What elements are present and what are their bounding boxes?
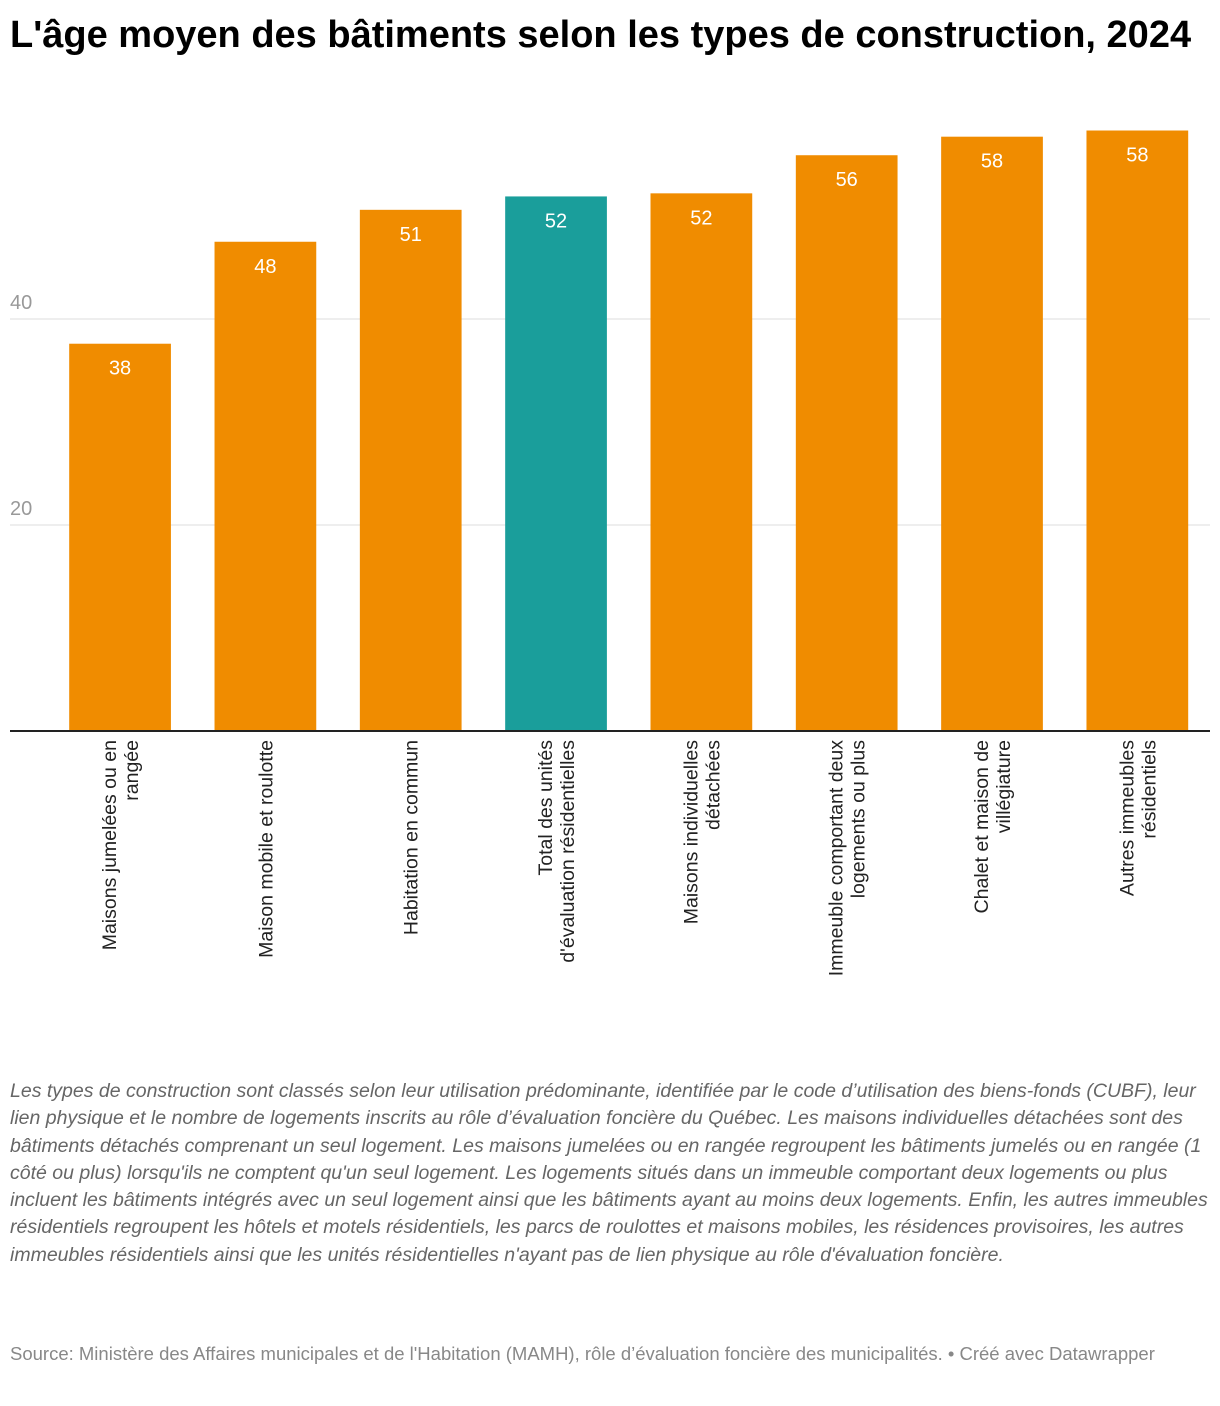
y-tick-label: 20 bbox=[10, 498, 32, 520]
chart: 20 40 38 Maisons jumelées ou enrangée 48 Mais… bbox=[10, 130, 1210, 977]
bar bbox=[359, 209, 462, 731]
x-tick-label: Autres immeublesrésidentiels bbox=[1116, 740, 1160, 896]
bar bbox=[795, 155, 898, 732]
y-tick-label: 40 bbox=[10, 292, 32, 314]
x-tick-label: Maisons jumelées ou enrangée bbox=[99, 740, 143, 950]
x-tick-label: Chalet et maison devillégiature bbox=[971, 740, 1015, 913]
x-tick-label: Immeuble comportant deuxlogements ou plu… bbox=[826, 740, 870, 977]
x-tick-label: Maisons individuellesdétachées bbox=[680, 740, 724, 925]
value-label: 58 bbox=[981, 151, 1003, 173]
notes: Les types de construction sont classés s… bbox=[10, 1080, 1208, 1266]
x-tick-label: Habitation en commun bbox=[401, 740, 423, 935]
bar bbox=[69, 343, 171, 731]
source: Source: Ministère des Affaires municipal… bbox=[10, 1343, 1155, 1364]
bar bbox=[214, 241, 317, 731]
value-label: 58 bbox=[1126, 145, 1148, 167]
value-label: 48 bbox=[254, 256, 276, 278]
bar bbox=[1086, 130, 1189, 731]
value-label: 38 bbox=[109, 358, 131, 380]
x-tick-label: Total des unitésd'évaluation résidentiel… bbox=[535, 740, 579, 963]
value-label: 56 bbox=[836, 169, 858, 191]
value-label: 51 bbox=[400, 224, 422, 246]
value-label: 52 bbox=[690, 207, 712, 229]
bar bbox=[650, 193, 753, 732]
value-label: 52 bbox=[545, 210, 567, 232]
chart-title: L'âge moyen des bâtiments selon les type… bbox=[10, 14, 1192, 56]
x-tick-label: Maison mobile et roulotte bbox=[255, 740, 277, 958]
bar bbox=[505, 196, 607, 731]
bar bbox=[941, 136, 1043, 731]
